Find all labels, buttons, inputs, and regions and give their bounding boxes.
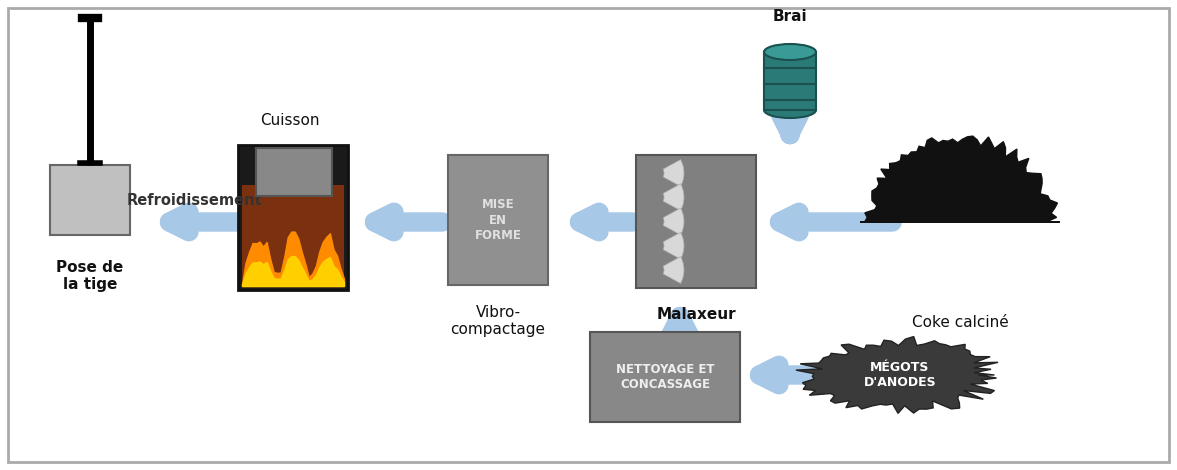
Polygon shape <box>663 208 684 235</box>
Polygon shape <box>860 136 1060 222</box>
Text: MÉGOTS
D'ANODES: MÉGOTS D'ANODES <box>864 361 937 389</box>
Ellipse shape <box>764 44 816 60</box>
FancyBboxPatch shape <box>257 148 332 196</box>
Text: Vibro-
compactage: Vibro- compactage <box>451 305 545 337</box>
Ellipse shape <box>764 102 816 118</box>
FancyBboxPatch shape <box>764 52 816 110</box>
Text: MISE
EN
FORME: MISE EN FORME <box>474 198 521 242</box>
Text: Malaxeur: Malaxeur <box>657 307 736 322</box>
FancyBboxPatch shape <box>636 155 756 288</box>
FancyBboxPatch shape <box>590 332 740 422</box>
Polygon shape <box>796 337 998 413</box>
FancyBboxPatch shape <box>238 145 348 290</box>
FancyBboxPatch shape <box>49 165 129 235</box>
Text: Brai: Brai <box>772 9 807 24</box>
Polygon shape <box>663 257 684 283</box>
Polygon shape <box>663 160 684 187</box>
Polygon shape <box>663 184 684 211</box>
FancyBboxPatch shape <box>242 185 344 286</box>
Text: Cuisson: Cuisson <box>260 113 320 128</box>
Polygon shape <box>663 232 684 259</box>
Text: Coke calciné: Coke calciné <box>912 315 1009 330</box>
Text: NETTOYAGE ET
CONCASSAGE: NETTOYAGE ET CONCASSAGE <box>616 363 714 391</box>
FancyBboxPatch shape <box>448 155 548 285</box>
Text: Refroidissement: Refroidissement <box>127 193 262 208</box>
Text: Pose de
la tige: Pose de la tige <box>56 260 124 292</box>
